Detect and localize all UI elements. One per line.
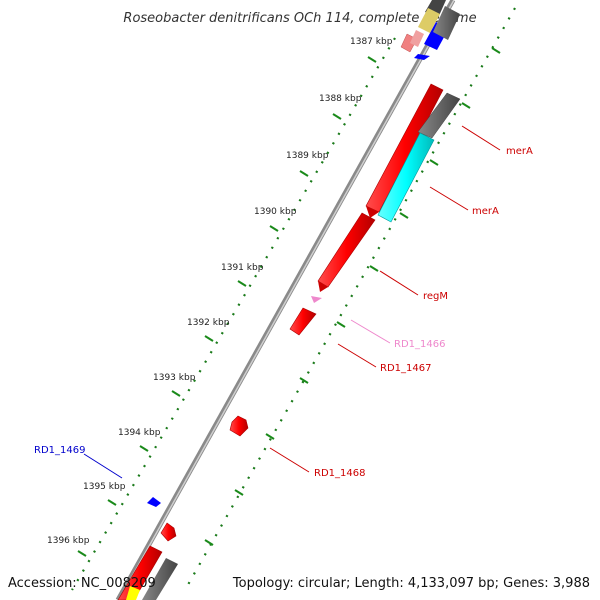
tick-label: 1393 kbp bbox=[153, 373, 196, 383]
tick-label: 1394 kbp bbox=[118, 428, 161, 438]
cds-merA-2-cyan[interactable] bbox=[377, 132, 435, 223]
map-title: Roseobacter denitrificans OCh 114, compl… bbox=[123, 11, 476, 26]
tick-label: 1392 kbp bbox=[187, 318, 230, 328]
cds-merA-2-gray[interactable] bbox=[417, 92, 461, 139]
gene-label-text: merA bbox=[506, 146, 533, 157]
gene-label-text: merA bbox=[472, 206, 499, 217]
gene-label-RD1_1466: RD1_1466 bbox=[350, 319, 445, 350]
cds-bottom-small[interactable] bbox=[160, 522, 177, 542]
tick-label: 1396 kbp bbox=[47, 536, 90, 546]
tick-labels: 1387 kbp 1388 kbp 1389 kbp 1390 kbp 1391… bbox=[47, 37, 393, 546]
gene-label-RD1_1468: RD1_1468 bbox=[269, 447, 365, 479]
feature-cluster-bottom[interactable] bbox=[117, 545, 178, 600]
gene-label-merA-1: merA bbox=[461, 125, 533, 157]
tick-label: 1391 kbp bbox=[221, 263, 264, 273]
tick-label: 1395 kbp bbox=[83, 482, 126, 492]
tick-label: 1390 kbp bbox=[254, 207, 297, 217]
cds-RD1_1469[interactable] bbox=[147, 497, 161, 507]
genome-summary-text: Topology: circular; Length: 4,133,097 bp… bbox=[232, 576, 590, 591]
gene-label-regM: regM bbox=[379, 270, 448, 302]
cds-RD1_1466[interactable] bbox=[311, 296, 322, 303]
gene-label-text: RD1_1466 bbox=[394, 339, 445, 350]
gene-label-RD1_1467: RD1_1467 bbox=[337, 343, 431, 374]
gene-label-text: RD1_1468 bbox=[314, 468, 365, 479]
outer-tick-track bbox=[184, 7, 516, 591]
gene-label-text: regM bbox=[423, 291, 448, 302]
inner-tick-track bbox=[71, 37, 396, 591]
cds-merA-1[interactable] bbox=[365, 83, 444, 218]
tick-dashes bbox=[77, 47, 501, 557]
cds-regM[interactable] bbox=[317, 212, 376, 292]
accession-text: Accession: NC_008209 bbox=[8, 576, 156, 591]
gene-label-RD1_1469: RD1_1469 bbox=[34, 445, 123, 479]
genome-backbone bbox=[115, 0, 456, 600]
cds-RD1_1468[interactable] bbox=[229, 415, 249, 437]
gene-label-text: RD1_1469 bbox=[34, 445, 85, 456]
gene-label-text: RD1_1467 bbox=[380, 363, 431, 374]
tick-label: 1388 kbp bbox=[319, 94, 362, 104]
tick-label: 1387 kbp bbox=[350, 37, 393, 47]
cds-RD1_1467[interactable] bbox=[289, 307, 317, 336]
feature-cluster-top[interactable] bbox=[400, 0, 460, 60]
gene-label-merA-2: merA bbox=[429, 186, 499, 217]
tick-label: 1389 kbp bbox=[286, 151, 329, 161]
